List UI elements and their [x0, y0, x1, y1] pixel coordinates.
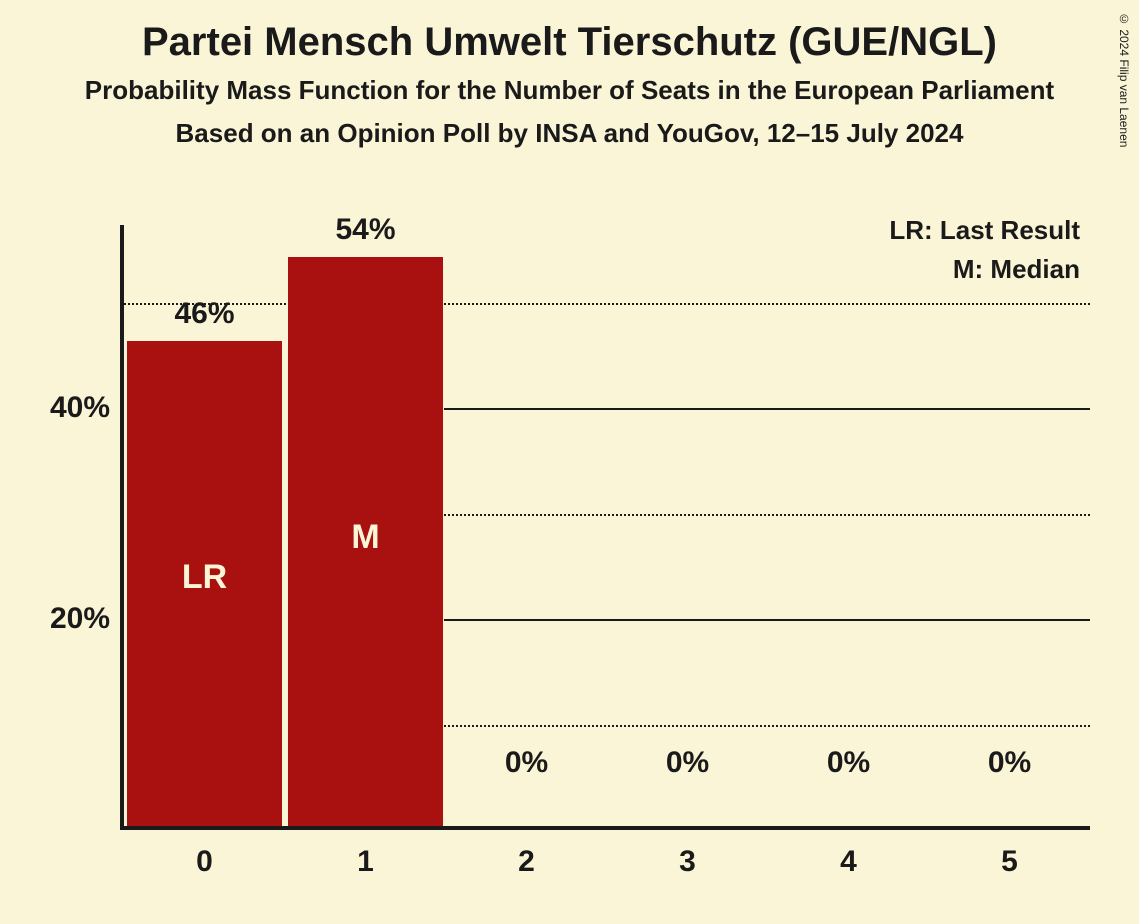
- bar-value-2: 0%: [505, 746, 548, 780]
- gridline-50: [124, 303, 1090, 305]
- y-tick-label-40: 40%: [0, 391, 110, 425]
- gridline-30: [444, 514, 1090, 516]
- x-tick-label-3: 3: [679, 845, 696, 879]
- bar-value-5: 0%: [988, 746, 1031, 780]
- bar-inner-label-1: M: [351, 518, 379, 557]
- x-axis: [120, 826, 1090, 830]
- x-tick-label-0: 0: [196, 845, 213, 879]
- gridline-40: [444, 408, 1090, 410]
- legend-m: M: Median: [889, 254, 1080, 285]
- chart-legend: LR: Last Result M: Median: [889, 215, 1080, 293]
- x-tick-label-4: 4: [840, 845, 857, 879]
- copyright-text: © 2024 Filip van Laenen: [1117, 12, 1131, 147]
- gridline-10: [444, 725, 1090, 727]
- bar-value-3: 0%: [666, 746, 709, 780]
- chart-title: Partei Mensch Umwelt Tierschutz (GUE/NGL…: [0, 20, 1139, 65]
- bar-value-1: 54%: [335, 213, 395, 247]
- gridline-20: [444, 619, 1090, 621]
- chart-subtitle-1: Probability Mass Function for the Number…: [0, 75, 1139, 106]
- y-tick-label-20: 20%: [0, 602, 110, 636]
- bar-value-4: 0%: [827, 746, 870, 780]
- x-tick-label-2: 2: [518, 845, 535, 879]
- y-axis: [120, 225, 124, 830]
- bar-value-0: 46%: [174, 297, 234, 331]
- chart-plot-area: LR: Last Result M: Median 20%40% 46%LR54…: [120, 225, 1090, 830]
- x-tick-label-1: 1: [357, 845, 374, 879]
- bar-inner-label-0: LR: [182, 558, 227, 597]
- legend-lr: LR: Last Result: [889, 215, 1080, 246]
- x-tick-label-5: 5: [1001, 845, 1018, 879]
- chart-subtitle-2: Based on an Opinion Poll by INSA and You…: [0, 118, 1139, 149]
